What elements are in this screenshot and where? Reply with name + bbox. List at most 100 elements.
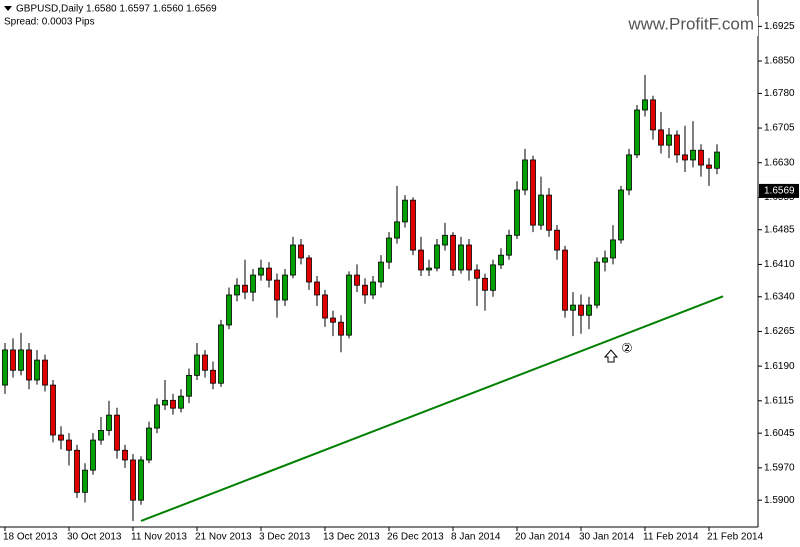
watermark: www.ProfitF.com: [627, 14, 754, 33]
candle-body: [650, 99, 656, 131]
candle-body: [682, 154, 688, 161]
candle-body: [618, 189, 624, 241]
candle-body: [554, 229, 560, 251]
y-tick-label: 1.6190: [764, 361, 795, 372]
candle-body: [498, 254, 504, 266]
candle-body: [458, 244, 464, 271]
candle-body: [490, 264, 496, 291]
candle-body: [642, 99, 648, 111]
x-tick-label: 18 Oct 2013: [3, 532, 58, 543]
x-tick-label: 21 Nov 2013: [195, 532, 252, 543]
candle-body: [74, 449, 80, 493]
candle-body: [482, 277, 488, 291]
candle-body: [538, 194, 544, 226]
candle-body: [450, 234, 456, 271]
candle-body: [370, 281, 376, 296]
watermark-box: [630, 16, 758, 36]
candle-body: [306, 257, 312, 283]
candle-body: [242, 284, 248, 293]
chart-title: GBPUSD,Daily 1.6580 1.6597 1.6560 1.6569: [16, 4, 217, 15]
candle-body: [90, 439, 96, 471]
candle-body: [162, 399, 168, 406]
candle-body: [34, 359, 40, 381]
chart-subtitle: Spread: 0.0003 Pips: [4, 17, 95, 28]
candle-body: [114, 414, 120, 451]
candle-body: [338, 321, 344, 336]
candle-body: [298, 244, 304, 259]
current-price-label: 1.6569: [764, 186, 795, 197]
y-tick-label: 1.6340: [764, 291, 795, 302]
candle-body: [250, 274, 256, 293]
candle-body: [290, 244, 296, 276]
candle-body: [18, 349, 24, 371]
candle-body: [218, 324, 224, 384]
x-tick-label: 11 Feb 2014: [643, 532, 699, 543]
candle-body: [106, 414, 112, 431]
x-tick-label: 11 Nov 2013: [131, 532, 187, 543]
candle-body: [226, 294, 232, 326]
candle-body: [322, 294, 328, 319]
candle-body: [714, 151, 720, 169]
y-tick-label: 1.6410: [764, 259, 795, 270]
candle-body: [26, 349, 32, 381]
trendline: [140, 295, 724, 522]
x-tick-label: 30 Oct 2013: [67, 532, 122, 543]
y-tick-label: 1.5970: [764, 462, 795, 473]
candle-body: [690, 149, 696, 161]
arrow-icon: [603, 349, 619, 363]
candle-body: [594, 261, 600, 306]
y-tick-label: 1.6780: [764, 88, 795, 99]
candle-body: [410, 199, 416, 251]
candle-body: [658, 129, 664, 146]
candle-body: [346, 274, 352, 336]
y-tick-label: 1.6705: [764, 123, 795, 134]
candle-body: [666, 134, 672, 146]
candle-body: [394, 221, 400, 239]
candle-body: [266, 267, 272, 281]
x-tick-label: 13 Dec 2013: [323, 532, 380, 543]
x-tick-label: 21 Feb 2014: [707, 532, 764, 543]
y-tick-label: 1.5900: [764, 495, 795, 506]
candle-body: [418, 249, 424, 271]
candle-body: [626, 154, 632, 191]
candle-body: [546, 194, 552, 231]
candle-body: [130, 459, 136, 501]
y-tick-label: 1.6485: [764, 224, 795, 235]
candle-body: [314, 281, 320, 296]
candle-body: [706, 164, 712, 169]
candle-body: [202, 354, 208, 371]
candle-body: [378, 261, 384, 283]
candle-body: [82, 469, 88, 493]
candle-body: [610, 239, 616, 259]
y-tick-label: 1.6115: [764, 395, 794, 406]
candle-body: [2, 349, 8, 386]
candle-body: [602, 257, 608, 263]
candle-body: [122, 449, 128, 461]
candle-body: [274, 279, 280, 301]
candle-body: [330, 317, 336, 323]
candle-body: [426, 267, 432, 271]
candle-body: [442, 234, 448, 246]
candle-body: [506, 234, 512, 256]
candle-body: [138, 459, 144, 501]
plot-area: [2, 74, 724, 522]
candle-body: [50, 384, 56, 436]
candle-body: [362, 284, 368, 296]
candle-body: [586, 304, 592, 316]
menu-icon: [4, 6, 12, 11]
x-tick-label: 8 Jan 2014: [451, 532, 501, 543]
candle-body: [154, 404, 160, 429]
candle-body: [58, 434, 64, 441]
x-tick-label: 26 Dec 2013: [387, 532, 444, 543]
candle-body: [514, 189, 520, 236]
candle-body: [282, 274, 288, 301]
candle-body: [402, 199, 408, 223]
candle-body: [674, 134, 680, 156]
x-tick-label: 20 Jan 2014: [515, 532, 570, 543]
candle-body: [170, 399, 176, 409]
y-tick-label: 1.6925: [764, 21, 795, 32]
current-price-box: [759, 183, 799, 198]
candle-body: [634, 109, 640, 156]
candle-body: [210, 369, 216, 384]
